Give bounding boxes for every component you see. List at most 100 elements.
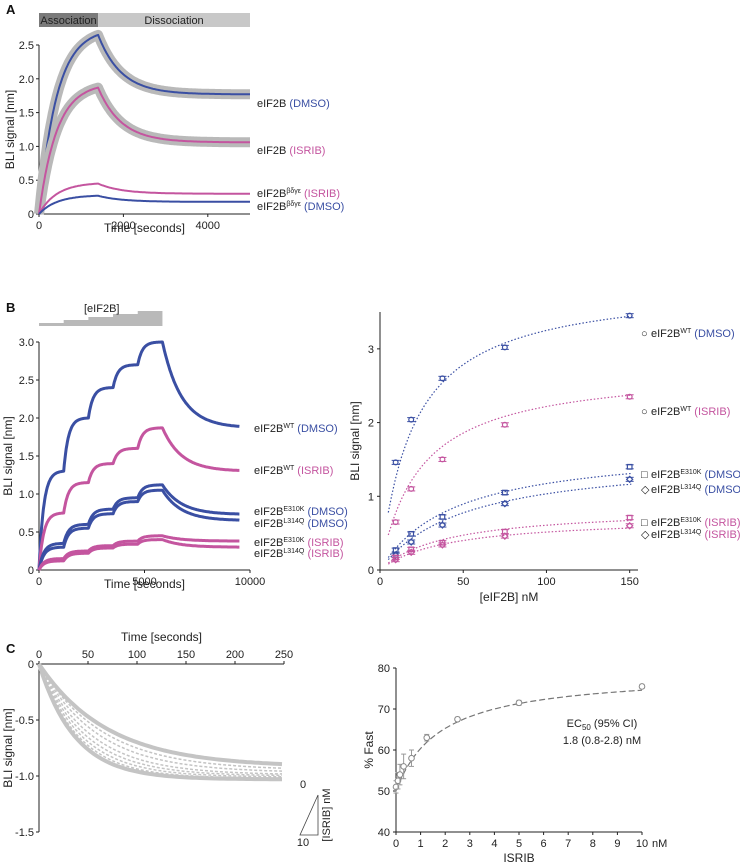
panel-b-data-point [439, 375, 446, 382]
panel-b-data-point [407, 538, 416, 546]
panel-b-data-point [501, 421, 508, 428]
panel-a-ylabel: BLI signal [nm] [3, 90, 17, 169]
panel-c-xtick-label: 150 [177, 649, 195, 661]
panel-b-scatter-xtick-label: 150 [620, 576, 638, 588]
panel-b-series-label: eIF2BE310K (DMSO) [254, 506, 348, 518]
panel-a-xlabel: Time [seconds] [104, 221, 185, 235]
panel-c-ylabel: BLI signal [nm] [1, 708, 15, 787]
panel-c-ytick-label: -1.0 [15, 771, 34, 783]
panel-b-series-label: eIF2BWT (ISRIB) [254, 465, 333, 477]
panel-b-data-point [391, 555, 400, 564]
panel-a-series-label: eIF2B (DMSO) [257, 98, 330, 110]
panel-b-data-point [408, 530, 415, 537]
panel-a-series-line [38, 194, 250, 215]
panel-b-legend-marker: □ [641, 469, 648, 481]
panel-c-ec50-label: EC50 (95% CI) [567, 718, 638, 732]
panel-c-xlabel: Time [seconds] [121, 630, 202, 644]
panel-b-scatter-series-label: eIF2BE310K (ISRIB) [651, 517, 740, 529]
panel-b-series-line [37, 426, 240, 571]
panel-c-isrib-wedge [299, 794, 319, 836]
panel-c-dose-xtick-label: 10 [636, 838, 648, 850]
panel-c-trace [37, 662, 283, 767]
panel-c-xtick-label: 250 [275, 649, 293, 661]
panel-c-dose-point [454, 715, 461, 723]
panel-b-data-point [408, 416, 415, 423]
panel-a-series-label: eIF2Bβδγε (ISRIB) [257, 188, 340, 200]
panel-b-fit-curve [387, 472, 632, 558]
panel-b-data-point [408, 546, 415, 553]
panel-b-legend-marker: ○ [641, 406, 648, 418]
panel-c-dose-xtick-label: 5 [516, 838, 522, 850]
panel-c-dose-point [396, 771, 404, 778]
panel-b-series-label: eIF2BL314Q (ISRIB) [254, 548, 344, 560]
panel-c-dose-xtick-label: 8 [590, 838, 596, 850]
panel-label-a: A [6, 2, 16, 17]
panel-b-data-point [391, 551, 400, 560]
panel-b-scatter-series-label: eIF2BL314Q (DMSO) [651, 484, 740, 496]
panel-label-c: C [6, 641, 16, 656]
panel-c-trace [37, 663, 282, 782]
panel-a-ytick-label: 0.5 [19, 175, 34, 187]
panel-b-scatter-series-label: eIF2BWT (DMSO) [651, 328, 735, 340]
panel-a-ytick-label: 2.0 [19, 74, 34, 86]
dissociation-label: Dissociation [144, 15, 203, 27]
panel-b-scatter-xtick-label: 0 [377, 576, 383, 588]
panel-b-xtick-label: 0 [36, 576, 42, 588]
panel-c-dose-ytick-label: 50 [378, 786, 390, 798]
panel-a-xtick-label: 2000 [111, 220, 135, 232]
panel-b-series-line [37, 340, 240, 571]
panel-b-ytick-label: 0.5 [19, 527, 34, 539]
panel-c-dose-point [392, 783, 400, 791]
dissociation-bar [98, 13, 250, 27]
panel-a-series-label: eIF2Bβδγε (DMSO) [257, 201, 344, 213]
panel-a-series-line [38, 33, 250, 215]
panel-b-fit-curve [387, 483, 632, 561]
panel-b-ytick-label: 1.5 [19, 451, 34, 463]
panel-b-scatter-series-label: eIF2BWT (ISRIB) [651, 406, 730, 418]
panel-c-legend-label: [ISRIB] nM [321, 788, 333, 841]
panel-c-trace [38, 663, 283, 769]
panel-b-data-point [625, 521, 634, 530]
panel-b-data-point [439, 456, 446, 463]
panel-b-data-point [407, 548, 416, 557]
panel-c-ytick-label: 0 [28, 659, 34, 671]
panel-c-xtick-label: 200 [226, 649, 244, 661]
panel-b-fit-curve [387, 527, 632, 565]
panel-label-b: B [6, 300, 15, 315]
panel-c-legend-top: 0 [300, 779, 306, 791]
panel-c-dose-ylabel: % Fast [362, 731, 376, 769]
panel-b-scatter-ylabel: BLI signal [nm] [348, 401, 362, 480]
panel-c-ytick-label: -1.5 [15, 827, 34, 839]
panel-a-series-line [38, 182, 250, 215]
panel-b-series-label: eIF2BWT (DMSO) [254, 423, 338, 435]
panel-c-dose-xunit: nM [652, 838, 667, 850]
panel-b-legend-marker: ◇ [641, 484, 650, 496]
panel-b-fit-curve [387, 315, 632, 513]
panel-b-scatter-ytick-label: 0 [368, 565, 374, 577]
panel-b-data-point [625, 475, 634, 484]
panel-c-xtick-label: 100 [128, 649, 146, 661]
panel-b-data-point [500, 532, 509, 540]
panel-c-trace [38, 663, 282, 777]
panel-b-ytick-label: 2.0 [19, 413, 34, 425]
panel-c-dose-xtick-label: 0 [393, 838, 399, 850]
panel-b-legend-marker: ○ [641, 328, 648, 340]
panel-b-ytick-label: 2.5 [19, 375, 34, 387]
panel-c-ec50-value: 1.8 (0.8-2.8) nM [563, 735, 641, 747]
panel-a-ytick-label: 1.5 [19, 108, 34, 120]
panel-b-data-point [408, 485, 415, 492]
panel-b-data-point [626, 393, 633, 400]
panel-b-series-line [37, 538, 240, 571]
panel-c-dose-point [408, 754, 415, 762]
panel-c-trace [38, 663, 283, 772]
panel-b-scatter-series-label: eIF2BL314Q (ISRIB) [651, 529, 740, 541]
association-bar [39, 13, 99, 27]
panel-b-data-point [626, 463, 633, 470]
panel-b-data-point [501, 489, 508, 496]
panel-c-trace [38, 663, 282, 775]
panel-b-ytick-label: 3.0 [19, 337, 34, 349]
panel-c-dose-point [400, 763, 407, 770]
panel-b-legend-marker: □ [641, 517, 648, 529]
panel-c-dose-xtick-label: 2 [442, 838, 448, 850]
